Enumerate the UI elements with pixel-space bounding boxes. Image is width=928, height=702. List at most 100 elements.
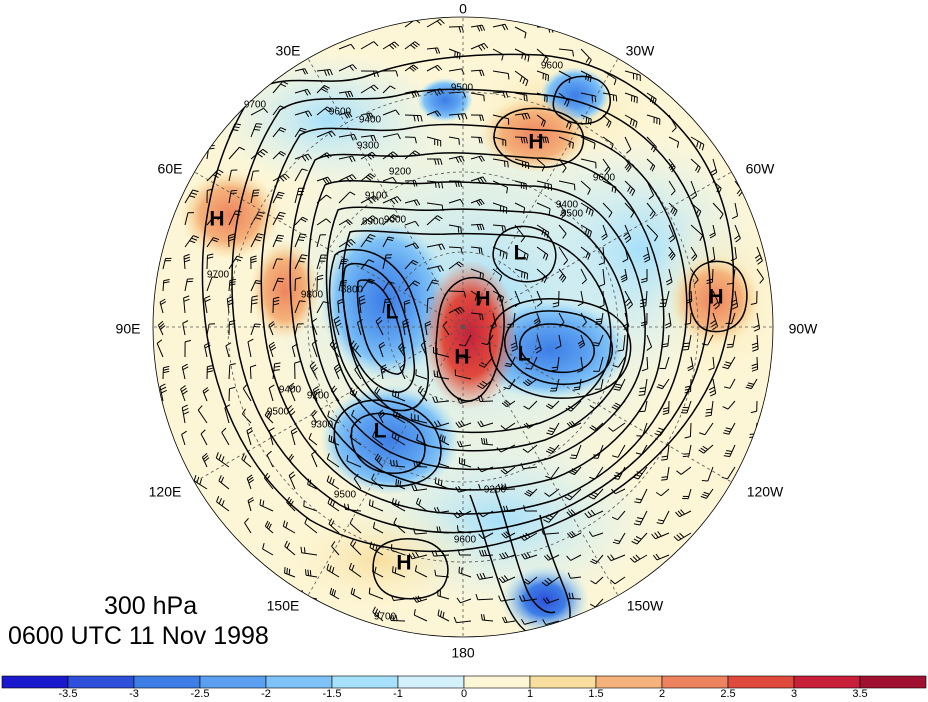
wind-barb <box>448 261 464 270</box>
wind-barb <box>382 109 400 116</box>
wind-barb <box>590 554 604 565</box>
contour-label: 9300 <box>311 420 334 431</box>
wind-barb <box>360 173 376 182</box>
wind-barb <box>404 280 421 292</box>
wind-barb <box>204 295 211 314</box>
contour-9000-west <box>328 248 429 412</box>
wind-barb <box>426 136 442 147</box>
colorbar-swatch <box>859 675 927 689</box>
contour-high-east <box>688 260 748 333</box>
wind-barb <box>588 531 604 537</box>
wind-barb <box>228 363 236 380</box>
colorbar-tick-label: 1 <box>527 688 533 700</box>
wind-barb <box>272 211 286 226</box>
wind-barb <box>498 595 516 602</box>
wind-barb <box>351 409 362 424</box>
contour-label: 8900 <box>362 217 385 228</box>
wind-barb <box>338 43 355 50</box>
wind-barb <box>514 92 528 102</box>
wind-barb <box>414 565 428 578</box>
wind-barb <box>543 510 560 523</box>
wind-barb <box>206 237 220 248</box>
wind-barb <box>372 606 384 622</box>
wind-barb <box>550 378 560 392</box>
wind-barb <box>492 23 509 31</box>
wind-barb <box>668 180 676 196</box>
wind-barb <box>290 427 298 446</box>
wind-barb <box>448 68 465 75</box>
wind-barb <box>756 268 765 284</box>
wind-barb <box>338 90 354 98</box>
contour-label: 9700 <box>374 612 397 623</box>
longitude-labels: 0 30W 60W 90W 120W 150W 180 150E 120E 90E 60E 30E <box>116 1 819 661</box>
wind-barb <box>312 385 321 402</box>
wind-barb <box>470 114 485 122</box>
wind-barb <box>360 234 376 248</box>
wind-barb <box>624 290 634 310</box>
wind-barb <box>250 233 264 248</box>
wind-barb <box>459 334 472 347</box>
low-center-label: L <box>514 242 527 265</box>
wind-barb <box>753 312 761 332</box>
wind-barb <box>522 444 538 453</box>
wind-barb <box>700 488 714 499</box>
wind-barb <box>661 334 670 348</box>
colorbar-tick-label: 2 <box>659 688 665 700</box>
wind-barb <box>470 92 485 102</box>
contour-low-nne <box>552 75 611 125</box>
wind-barb <box>404 199 421 206</box>
wind-barb <box>690 224 704 241</box>
wind-barb <box>492 158 509 168</box>
contour-label: 9400 <box>359 115 382 126</box>
wind-barb <box>368 499 384 512</box>
wind-barb <box>502 616 516 624</box>
wind-barb <box>646 158 656 172</box>
wind-barb <box>500 422 516 430</box>
wind-barb <box>634 488 648 504</box>
contour-label: 9800 <box>301 290 324 301</box>
wind-barb <box>250 255 257 270</box>
wind-barb <box>184 235 199 248</box>
wind-barb <box>475 593 494 601</box>
wind-barb <box>338 133 358 141</box>
wind-barb <box>316 69 333 76</box>
wind-barb <box>543 554 560 561</box>
wind-barb <box>375 316 384 336</box>
meridian-line <box>307 58 464 328</box>
wind-barb <box>610 576 626 585</box>
low-center-label: L <box>374 420 387 443</box>
wind-barb <box>162 365 170 380</box>
wind-barb <box>241 453 252 468</box>
wind-barb <box>389 614 406 622</box>
wind-barb <box>558 202 567 219</box>
wind-barb <box>458 566 472 578</box>
wind-barb <box>326 475 340 490</box>
wind-barb <box>536 70 550 82</box>
wind-barb <box>353 473 362 490</box>
wind-barb <box>404 64 419 72</box>
wind-barb <box>731 202 739 219</box>
wind-barb <box>651 531 670 540</box>
wind-barb <box>294 300 306 314</box>
wind-barb <box>580 180 591 195</box>
wind-barb <box>294 153 312 162</box>
wind-barb <box>218 475 230 490</box>
wind-barb <box>624 114 638 128</box>
shade-blue-low-south <box>320 385 460 495</box>
wind-barb <box>655 488 670 497</box>
wind-barb <box>328 518 340 534</box>
wind-barb <box>437 609 450 622</box>
longitude-label: 90E <box>116 321 141 337</box>
wind-barb <box>524 488 538 497</box>
colorbar-swatch <box>595 675 663 689</box>
contour-pacific-trough-2 <box>494 489 556 614</box>
contour-label: 9400 <box>279 385 302 396</box>
wind-barb <box>580 246 591 260</box>
meridian-line <box>462 326 732 483</box>
wind-barb <box>533 312 541 327</box>
low-center-label: L <box>518 343 531 366</box>
wind-barb <box>350 587 362 600</box>
wind-barb <box>250 123 263 138</box>
wind-barb <box>682 488 692 500</box>
wind-barb <box>288 471 296 490</box>
